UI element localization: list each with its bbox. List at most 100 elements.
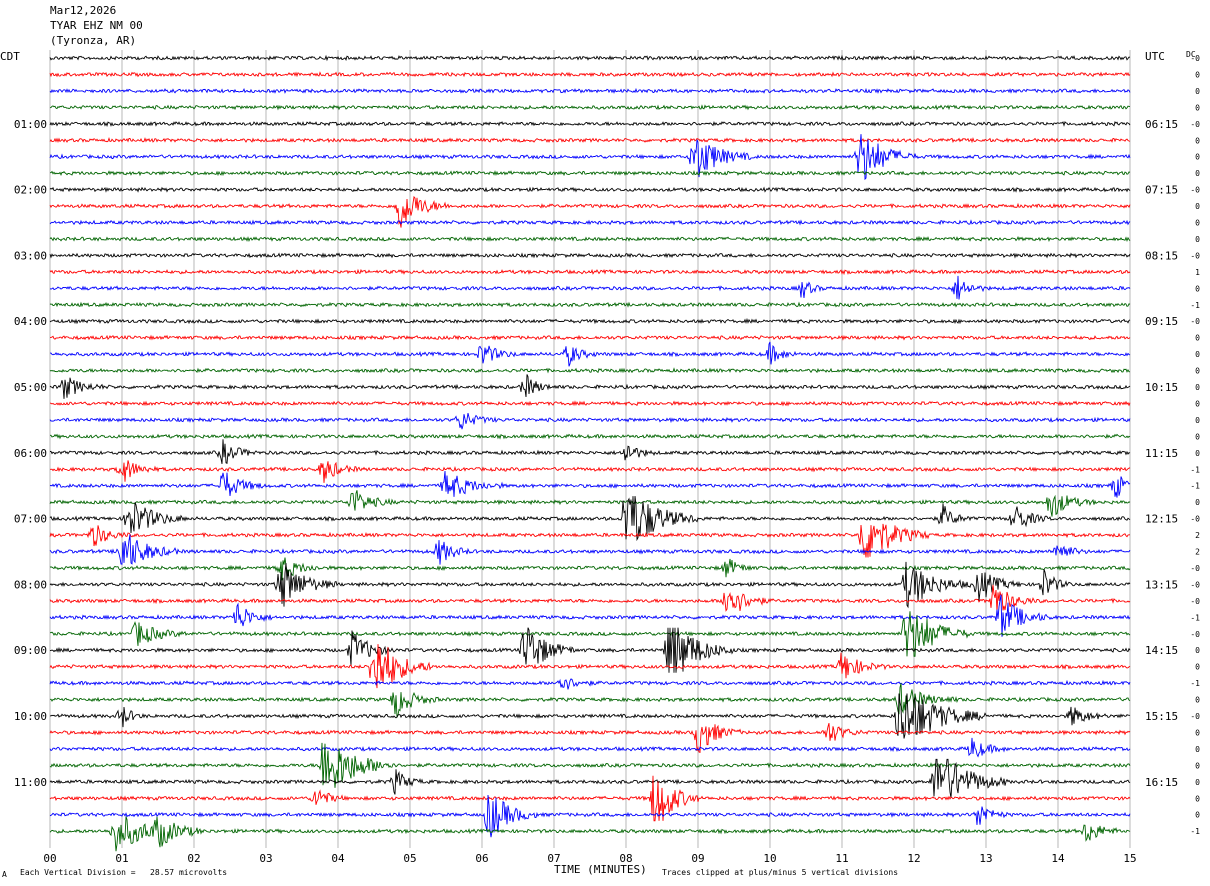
right-time-label: 10:15: [1145, 381, 1178, 394]
dc-offset-label: -0: [1190, 597, 1200, 606]
dc-offset-label: 0: [1195, 416, 1200, 425]
trace-row-8: [49, 186, 1131, 193]
dc-offset-label: 0: [1195, 334, 1200, 343]
x-tick-labels: 00 01 02 03 04 05 06 07 08 09 10 11 12 13 14 15: [43, 852, 1136, 865]
trace-row-36: [49, 627, 1131, 673]
x-tick-label: 02: [187, 852, 200, 865]
right-time-label: 13:15: [1145, 578, 1178, 591]
left-time-label: 10:00: [14, 710, 47, 723]
right-time-label: 16:15: [1145, 776, 1178, 789]
dc-offset-label: 0: [1195, 794, 1200, 803]
trace-row-46: [49, 794, 1131, 838]
left-time-label: 01:00: [14, 118, 47, 131]
dc-offset-label: -0: [1190, 186, 1200, 195]
trace-row-22: [49, 412, 1131, 430]
trace-row-43: [49, 742, 1131, 788]
header-station: TYAR EHZ NM 00: [50, 19, 143, 32]
seismic-traces: [49, 54, 1131, 852]
dc-offset-label: -0: [1190, 564, 1200, 573]
trace-row-16: [49, 317, 1131, 325]
grid-lines: [49, 50, 1131, 848]
x-tick-label: 12: [907, 852, 920, 865]
left-time-label: 02:00: [14, 184, 47, 197]
dc-offset-label: 0: [1195, 728, 1200, 737]
trace-row-31: [49, 557, 1131, 581]
left-time-label: 03:00: [14, 249, 47, 262]
dc-offset-label: 0: [1195, 350, 1200, 359]
header-location: (Tyronza, AR): [50, 34, 137, 47]
trace-row-37: [49, 644, 1131, 689]
trace-row-28: [49, 496, 1131, 542]
dc-offset-label: -0: [1190, 317, 1200, 326]
x-tick-label: 05: [403, 852, 416, 865]
dc-offset-label: 0: [1195, 153, 1200, 162]
trace-row-5: [49, 136, 1131, 144]
x-tick-label: 07: [547, 852, 560, 865]
dc-offset-label: -0: [1190, 120, 1200, 129]
dc-offset-label: 0: [1195, 432, 1200, 441]
right-time-label: 06:15: [1145, 118, 1178, 131]
trace-row-38: [49, 678, 1131, 690]
dc-offset-label: 0: [1195, 284, 1200, 293]
x-tick-label: 00: [43, 852, 56, 865]
dc-offset-label: -1: [1190, 679, 1200, 688]
dc-offset-label: 0: [1195, 169, 1200, 178]
trace-row-12: [49, 252, 1131, 259]
trace-row-29: [49, 523, 1130, 558]
dc-offset-label: 0: [1195, 202, 1200, 211]
dc-offset-label: 0: [1195, 449, 1200, 458]
trace-row-35: [50, 611, 1131, 657]
dc-offset-label: -1: [1190, 613, 1200, 622]
trace-row-39: [49, 683, 1131, 718]
trace-row-0: [49, 54, 1131, 62]
dc-offset-label: -0: [1190, 54, 1200, 63]
trace-row-26: [49, 470, 1131, 498]
left-time-label: 09:00: [14, 644, 47, 657]
trace-row-40: [49, 693, 1131, 739]
x-tick-label: 01: [115, 852, 128, 865]
clip-note: Traces clipped at plus/minus 5 vertical …: [662, 868, 899, 877]
x-tick-label: 15: [1123, 852, 1136, 865]
dc-offset-label: 1: [1195, 268, 1200, 277]
dc-offset-label: 0: [1195, 235, 1200, 244]
dc-offset-label: 0: [1195, 87, 1200, 96]
x-tick-label: 08: [619, 852, 632, 865]
left-time-label: 05:00: [14, 381, 47, 394]
dc-offset-label: 0: [1195, 219, 1200, 228]
dc-offset-label: 0: [1195, 103, 1200, 112]
trace-row-41: [49, 722, 1131, 754]
right-time-label: 12:15: [1145, 513, 1178, 526]
dc-offset-label: 2: [1195, 548, 1200, 557]
left-time-label: 04:00: [14, 315, 47, 328]
trace-row-24: [49, 439, 1131, 464]
trace-row-15: [49, 301, 1131, 308]
dc-offset-label: 0: [1195, 761, 1200, 770]
x-tick-label: 14: [1051, 852, 1065, 865]
trace-row-9: [49, 195, 1131, 228]
trace-row-3: [49, 104, 1130, 111]
dc-offset-label: -0: [1190, 515, 1200, 524]
right-time-label: 14:15: [1145, 644, 1178, 657]
dc-offset-label: -1: [1190, 465, 1200, 474]
dc-column-label: DC: [1186, 50, 1196, 59]
dc-offset-label: -0: [1190, 580, 1200, 589]
dc-offset-label: -1: [1190, 827, 1200, 836]
trace-row-34: [49, 594, 1131, 637]
dc-offset-label: -0: [1190, 251, 1200, 260]
right-time-label: 11:15: [1145, 447, 1178, 460]
trace-row-18: [50, 341, 1131, 367]
x-tick-label: 04: [331, 852, 345, 865]
trace-row-11: [49, 235, 1131, 243]
dc-offset-label: 0: [1195, 696, 1200, 705]
trace-row-25: [50, 460, 1131, 483]
dc-offset-label: 0: [1195, 399, 1200, 408]
trace-row-17: [50, 334, 1131, 341]
left-time-label: 11:00: [14, 776, 47, 789]
left-time-label: 06:00: [14, 447, 47, 460]
right-time-label: 15:15: [1145, 710, 1178, 723]
left-timezone-label: CDT: [0, 50, 20, 63]
trace-row-20: [49, 374, 1131, 399]
trace-row-1: [49, 71, 1131, 78]
trace-row-23: [50, 433, 1131, 440]
